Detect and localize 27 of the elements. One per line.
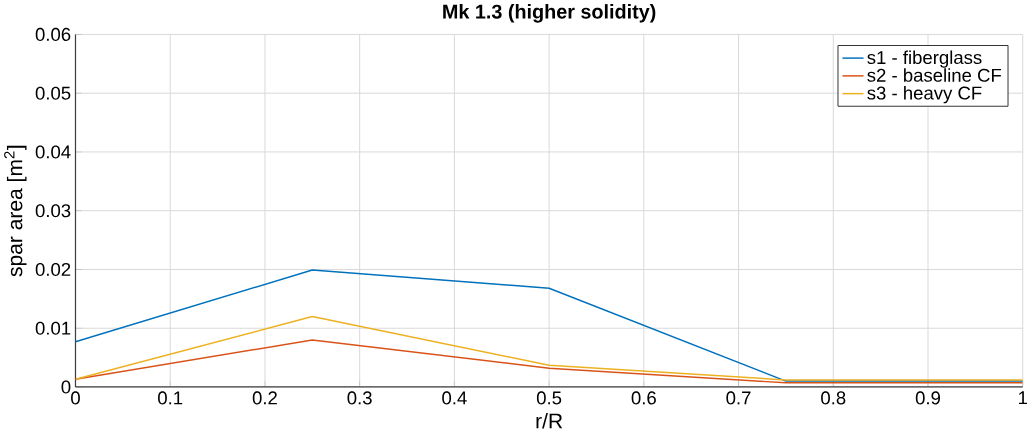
legend-label: s2 - baseline CF [867, 68, 1002, 83]
y-tick-label: 0.02 [35, 263, 71, 277]
y-tick-label: 0.03 [35, 204, 71, 218]
x-tick-label: 0.6 [631, 391, 656, 405]
x-tick-label: 0.5 [536, 391, 562, 405]
legend-label: s1 - fiberglass [867, 50, 982, 68]
x-tick-label: 0.3 [347, 391, 372, 405]
y-tick-label: 0.05 [35, 86, 71, 100]
x-tick-label: 0 [71, 391, 80, 405]
x-axis-title: r/R [536, 413, 563, 429]
y-tick-label: 0.01 [35, 321, 71, 336]
legend-label: s3 - heavy CF [867, 86, 982, 104]
x-tick-label: 0.9 [915, 391, 940, 405]
chart-title: Mk 1.3 (higher solidity) [443, 4, 656, 23]
x-tick-label: 0.4 [442, 391, 467, 405]
y-tick-label: 0.04 [35, 145, 71, 159]
y-tick-label: 0.06 [35, 28, 71, 42]
line-series [75, 269, 1023, 383]
x-tick-label: 1 [1018, 391, 1027, 405]
x-tick-label: 0.7 [726, 391, 751, 405]
x-tick-label: 0.8 [821, 391, 846, 405]
x-tick-label: 0.2 [252, 391, 277, 405]
line-series [75, 315, 1023, 381]
y-axis-title: spar area [m$^{2}$] [4, 146, 27, 277]
y-tick-label: 0 [61, 380, 71, 394]
line-series [75, 339, 1023, 384]
x-tick-label: 0.1 [158, 391, 183, 405]
